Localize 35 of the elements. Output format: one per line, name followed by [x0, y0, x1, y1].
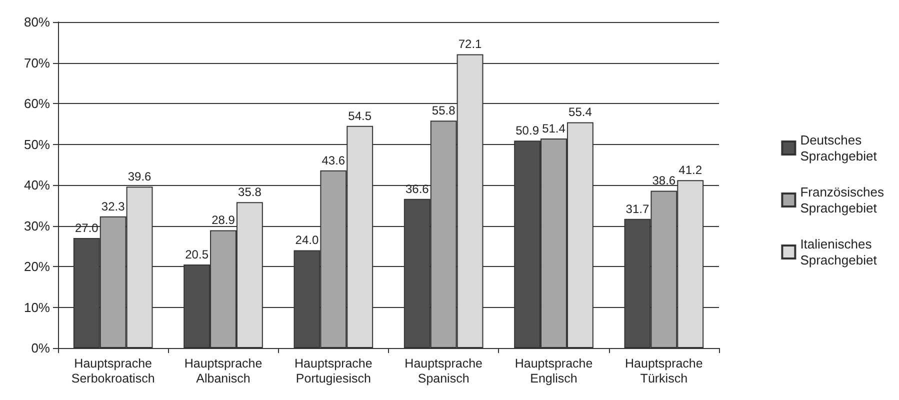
- y-tick-label: 80%: [24, 14, 50, 30]
- x-tick-label: Hauptsprache Türkisch: [625, 356, 703, 386]
- data-label: 43.6: [322, 153, 346, 168]
- legend-label: Deutsches Sprachgebiet: [800, 132, 878, 164]
- y-tick-label: 10%: [24, 300, 50, 315]
- data-label: 50.9: [516, 124, 540, 138]
- y-tick-label: 60%: [24, 96, 50, 111]
- data-label: 41.2: [678, 163, 702, 178]
- data-label: 31.7: [626, 202, 650, 216]
- x-tick-label: Hauptsprache Spanisch: [404, 356, 483, 386]
- data-label: 55.8: [432, 104, 456, 118]
- data-label: 20.5: [185, 247, 209, 262]
- y-tick-label: 40%: [24, 178, 50, 192]
- legend-label: Italienisches Sprachgebiet: [800, 236, 878, 268]
- data-label: 51.4: [542, 122, 566, 136]
- data-label: 54.5: [348, 108, 372, 123]
- data-label: 55.4: [568, 105, 592, 120]
- data-label: 24.0: [295, 233, 319, 248]
- x-tick-label: Hauptsprache Serbokroatisch: [71, 356, 155, 386]
- data-label: 28.9: [212, 213, 236, 228]
- data-label: 72.1: [458, 37, 482, 52]
- data-label: 39.6: [128, 170, 152, 184]
- data-label: 35.8: [238, 185, 262, 200]
- data-label: 38.6: [652, 174, 676, 188]
- x-tick-label: Hauptsprache Englisch: [514, 356, 593, 386]
- y-tick-label: 70%: [24, 55, 50, 70]
- data-label: 36.6: [405, 182, 430, 196]
- y-tick-label: 30%: [24, 218, 50, 234]
- y-tick-label: 50%: [24, 136, 50, 152]
- y-tick-label: 20%: [24, 259, 50, 274]
- y-tick-label: 0%: [31, 340, 50, 356]
- legend-label: Französisches Sprachgebiet: [800, 184, 884, 216]
- x-tick-label: Hauptsprache Albanisch: [184, 356, 262, 386]
- x-tick-label: Hauptsprache Portugiesisch: [294, 356, 372, 386]
- data-label: 32.3: [101, 199, 126, 214]
